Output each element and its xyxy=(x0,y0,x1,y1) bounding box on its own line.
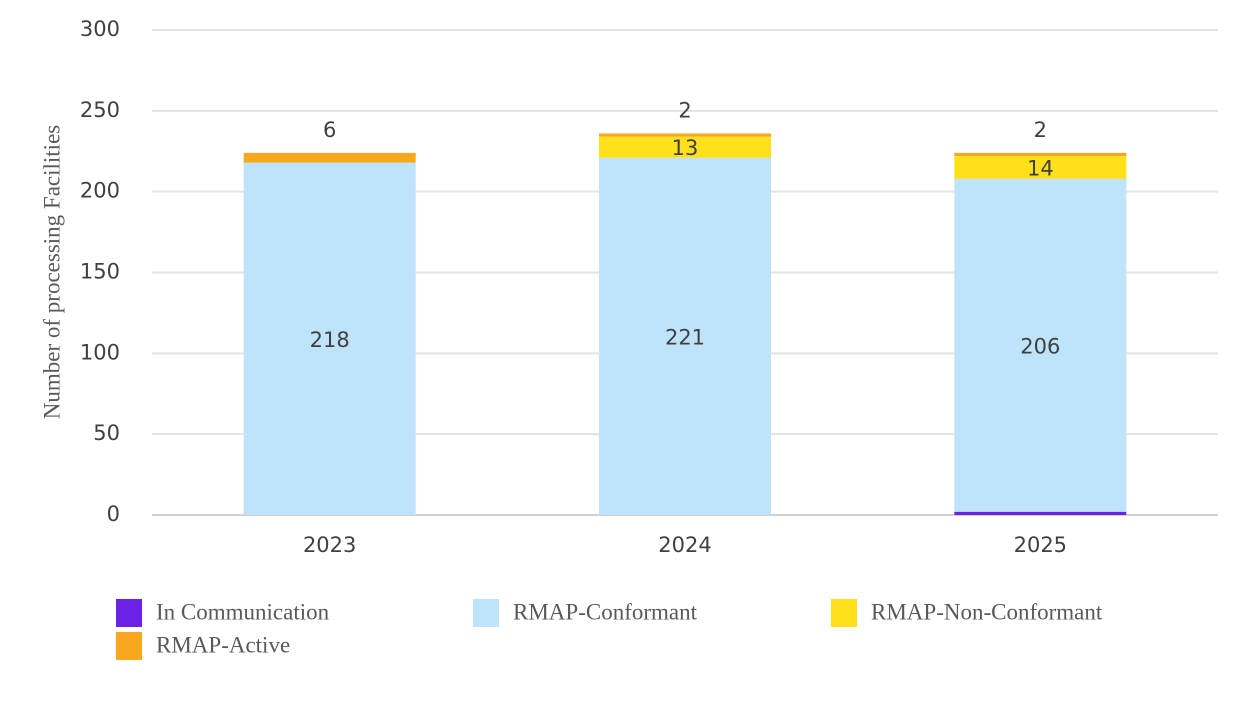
legend-label: In Communication xyxy=(156,599,330,624)
legend-swatch xyxy=(831,599,857,627)
bar-segment xyxy=(954,178,1127,512)
data-label: 13 xyxy=(672,136,699,160)
data-label: 6 xyxy=(323,118,336,142)
legend-swatch xyxy=(116,599,142,627)
data-label: 14 xyxy=(1027,156,1054,180)
legend-label: RMAP-Active xyxy=(156,632,290,657)
y-tick-label: 200 xyxy=(80,179,120,203)
data-label: 218 xyxy=(310,328,350,352)
x-tick-label: 2025 xyxy=(1014,533,1067,557)
y-tick-label: 300 xyxy=(80,17,120,41)
bar-segment xyxy=(954,511,1127,515)
y-tick-label: 50 xyxy=(93,421,120,445)
x-tick-label: 2023 xyxy=(303,533,356,557)
x-tick-label: 2024 xyxy=(658,533,711,557)
bar-segment xyxy=(954,152,1127,157)
data-label: 2 xyxy=(678,98,691,122)
bar-segment xyxy=(243,162,416,516)
bar-segment xyxy=(599,157,771,515)
y-tick-label: 0 xyxy=(107,502,120,526)
legend-swatch xyxy=(116,632,142,660)
y-tick-label: 100 xyxy=(80,340,120,364)
bar-segment xyxy=(599,133,771,137)
bar-segment xyxy=(243,152,416,163)
legend-label: RMAP-Conformant xyxy=(513,599,698,624)
bar-segment xyxy=(599,136,771,158)
data-label: 206 xyxy=(1020,334,1060,358)
legend-swatch xyxy=(473,599,499,627)
y-axis-label: Number of processing Facilities xyxy=(39,125,64,420)
data-label: 2 xyxy=(1034,118,1047,142)
data-label: 221 xyxy=(665,325,705,349)
y-tick-label: 150 xyxy=(80,260,120,284)
bar-segment xyxy=(954,156,1127,179)
legend-label: RMAP-Non-Conformant xyxy=(871,599,1103,624)
y-tick-label: 250 xyxy=(80,98,120,122)
